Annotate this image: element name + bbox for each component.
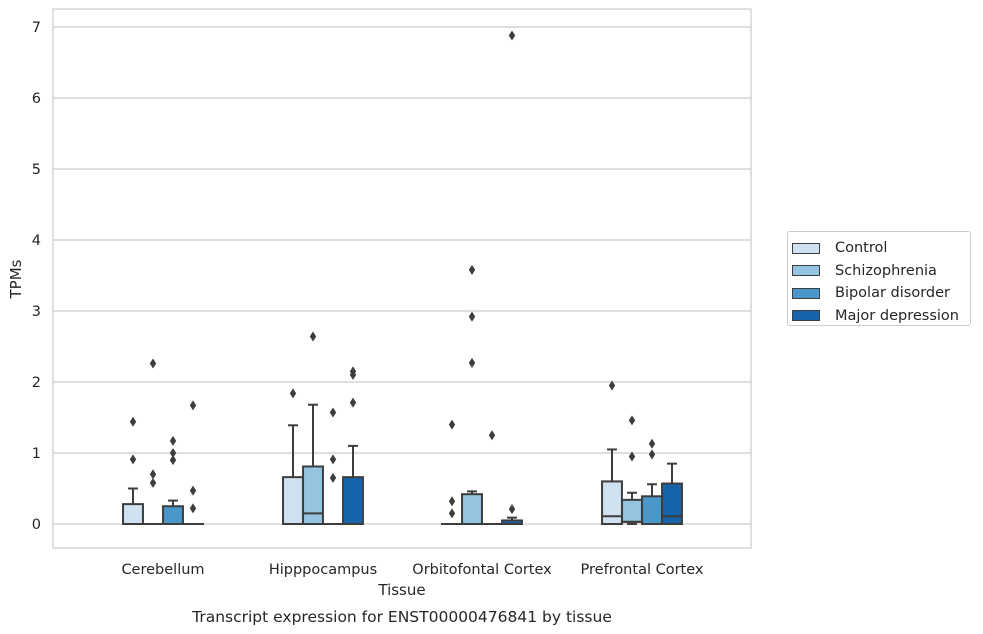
box-body [621, 498, 643, 523]
outlier-point [329, 407, 337, 418]
outlier-point [508, 504, 516, 515]
legend: Control Schizophrenia Bipolar disorder Majo… [787, 231, 971, 326]
box-schizophrenia [621, 415, 643, 525]
outlier-point [468, 357, 476, 368]
outlier-point [329, 454, 337, 465]
box-schizophrenia [302, 331, 324, 525]
outlier-point [189, 400, 197, 411]
outlier-point [169, 435, 177, 446]
legend-swatch [792, 265, 820, 277]
outlier-point [448, 496, 456, 507]
box-control [282, 388, 304, 526]
outlier-point [349, 366, 357, 377]
legend-label: Bipolar disorder [835, 285, 950, 302]
outlier-point [648, 438, 656, 449]
outlier-point [309, 331, 317, 342]
y-tick-label: 7 [32, 20, 41, 36]
outlier-point [468, 264, 476, 275]
outlier-point [628, 451, 636, 462]
outlier-point [508, 30, 516, 41]
plot-frame [52, 8, 752, 549]
boxes [122, 30, 683, 526]
legend-swatch [792, 310, 820, 322]
y-tick-label: 6 [32, 91, 41, 107]
outlier-point [169, 455, 177, 466]
box-body [282, 476, 304, 526]
box-control [601, 380, 623, 525]
outlier-point [289, 388, 297, 399]
outlier-point [349, 397, 357, 408]
outlier-point [448, 508, 456, 519]
x-axis-label: Tissue [377, 581, 425, 599]
box-schizophrenia [142, 358, 164, 526]
y-tick-label: 2 [32, 375, 41, 391]
box-schizophrenia [461, 264, 483, 525]
legend-item: Control [792, 237, 970, 260]
box-bipolar-disorder [322, 407, 344, 526]
box-body [661, 482, 683, 525]
box-bipolar-disorder [481, 430, 503, 526]
chart-title: Transcript expression for ENST0000047684… [191, 608, 612, 626]
box-bipolar-disorder [162, 435, 184, 525]
x-tick-label: Prefrontal Cortex [581, 562, 704, 578]
outlier-point [149, 358, 157, 369]
box-control [122, 416, 144, 525]
outlier-point [648, 449, 656, 460]
gridlines [53, 26, 751, 525]
box-major-depression [342, 366, 364, 526]
outlier-point [129, 416, 137, 427]
box-body [461, 493, 483, 525]
legend-swatch [792, 287, 820, 299]
y-tick-label: 4 [32, 233, 41, 249]
legend-label: Control [835, 240, 888, 257]
box-body [302, 465, 324, 525]
y-tick-label: 3 [32, 304, 41, 320]
outlier-point [468, 311, 476, 322]
outlier-point [488, 430, 496, 441]
box-control [441, 419, 463, 526]
legend-item: Major depression [792, 305, 970, 328]
y-tick-label: 1 [32, 446, 41, 462]
legend-label: Major depression [835, 307, 959, 324]
legend-label: Schizophrenia [835, 262, 937, 279]
outlier-point [329, 472, 337, 483]
y-tick-labels: 0 1 2 3 4 5 6 7 [32, 20, 41, 533]
y-tick-label: 0 [32, 517, 41, 533]
y-axis-label: TPMs [7, 259, 25, 299]
legend-item: Schizophrenia [792, 260, 970, 283]
box-body [342, 476, 364, 526]
box-major-depression [182, 400, 204, 526]
outlier-point [129, 454, 137, 465]
outlier-point [189, 503, 197, 514]
x-tick-label: Hipppocampus [269, 562, 377, 578]
box-bipolar-disorder [641, 438, 663, 525]
box-body [601, 480, 623, 525]
legend-item: Bipolar disorder [792, 282, 970, 305]
x-tick-label: Orbitofontal Cortex [412, 562, 552, 578]
outlier-point [448, 419, 456, 430]
box-body [122, 503, 144, 525]
box-body [641, 495, 663, 525]
outlier-point [149, 469, 157, 480]
legend-swatch [792, 242, 820, 254]
outlier-point [608, 380, 616, 391]
x-tick-labels: Cerebellum Hipppocampus Orbitofontal Corte… [121, 562, 703, 578]
x-tick-label: Cerebellum [121, 562, 204, 578]
outlier-point [189, 485, 197, 496]
box-major-depression [501, 30, 523, 526]
box-body [162, 505, 184, 525]
outlier-point [149, 477, 157, 488]
y-tick-label: 5 [32, 162, 41, 178]
outlier-point [628, 415, 636, 426]
outlier-point [169, 448, 177, 458]
box-major-depression [661, 462, 683, 525]
